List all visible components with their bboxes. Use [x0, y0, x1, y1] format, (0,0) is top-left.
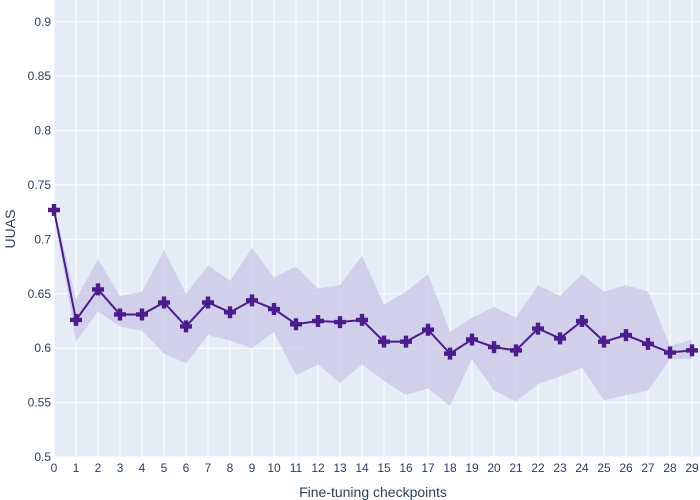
x-tick-label: 28	[663, 461, 677, 475]
x-tick-label: 5	[161, 461, 168, 475]
x-tick-label: 8	[227, 461, 234, 475]
data-point	[598, 335, 610, 348]
x-tick-label: 10	[267, 461, 281, 475]
confidence-band	[54, 206, 692, 406]
x-tick-label: 14	[355, 461, 369, 475]
y-tick-label: 0.9	[34, 15, 51, 29]
data-point	[114, 308, 126, 321]
x-tick-label: 24	[575, 461, 589, 475]
x-tick-label: 25	[597, 461, 611, 475]
x-tick-label: 1	[73, 461, 80, 475]
y-axis-title: UUAS	[2, 210, 18, 249]
x-tick-label: 26	[619, 461, 633, 475]
y-tick-label: 0.75	[28, 178, 52, 192]
data-markers	[48, 204, 698, 360]
x-tick-label: 6	[183, 461, 190, 475]
data-point	[488, 341, 500, 354]
data-point	[378, 335, 390, 348]
y-axis-ticks: 0.5 0.55 0.6 0.65 0.7 0.75 0.8 0.85 0.9	[28, 15, 52, 464]
x-tick-label: 11	[290, 461, 303, 475]
x-tick-label: 12	[311, 461, 325, 475]
x-axis-ticks: 0 1 2 3 4 5 6 7 8 9 10 11 12 13 14 15 16 17 18 19 20 21 22 23 24…	[51, 461, 699, 475]
data-point	[642, 337, 654, 350]
data-point	[224, 306, 236, 319]
data-point	[532, 322, 544, 335]
data-point	[290, 318, 302, 331]
data-point	[136, 308, 148, 321]
x-tick-label: 21	[509, 461, 523, 475]
data-point	[180, 320, 192, 333]
x-tick-label: 22	[531, 461, 545, 475]
data-point	[444, 347, 456, 360]
x-tick-label: 0	[51, 461, 58, 475]
x-tick-label: 29	[685, 461, 699, 475]
x-tick-label: 7	[205, 461, 212, 475]
data-point	[356, 313, 368, 326]
data-point	[202, 296, 214, 309]
x-tick-label: 18	[443, 461, 457, 475]
data-point	[334, 316, 346, 329]
x-tick-label: 17	[421, 461, 435, 475]
x-tick-label: 27	[641, 461, 655, 475]
data-point	[268, 303, 280, 316]
x-tick-label: 15	[377, 461, 391, 475]
x-tick-label: 13	[333, 461, 347, 475]
x-tick-label: 16	[399, 461, 413, 475]
y-tick-label: 0.7	[34, 232, 51, 246]
y-tick-label: 0.55	[28, 396, 52, 410]
grid	[53, 0, 700, 458]
data-point	[48, 204, 60, 217]
data-point	[510, 344, 522, 357]
data-point	[686, 344, 698, 357]
x-axis-title: Fine-tuning checkpoints	[299, 484, 447, 500]
y-tick-label: 0.65	[28, 287, 52, 301]
data-point	[70, 313, 82, 326]
x-tick-label: 20	[487, 461, 501, 475]
data-point	[554, 332, 566, 345]
x-tick-label: 3	[117, 461, 124, 475]
x-tick-label: 19	[465, 461, 479, 475]
x-tick-label: 9	[249, 461, 256, 475]
data-point	[576, 314, 588, 327]
y-tick-label: 0.5	[34, 450, 51, 464]
x-tick-label: 4	[139, 461, 146, 475]
data-point	[246, 294, 258, 307]
y-tick-label: 0.6	[34, 341, 51, 355]
data-point	[664, 346, 676, 359]
x-tick-label: 23	[553, 461, 567, 475]
y-tick-label: 0.85	[28, 69, 52, 83]
data-point	[422, 323, 434, 336]
x-tick-label: 2	[95, 461, 102, 475]
data-point	[92, 283, 104, 296]
data-point	[620, 329, 632, 342]
data-point	[466, 333, 478, 346]
y-tick-label: 0.8	[34, 124, 51, 138]
data-point	[158, 296, 170, 309]
data-point	[400, 335, 412, 348]
data-point	[312, 314, 324, 327]
